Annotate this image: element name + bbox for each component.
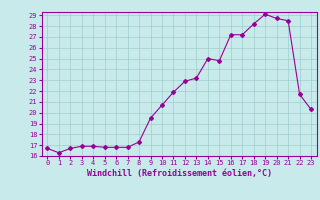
X-axis label: Windchill (Refroidissement éolien,°C): Windchill (Refroidissement éolien,°C): [87, 169, 272, 178]
